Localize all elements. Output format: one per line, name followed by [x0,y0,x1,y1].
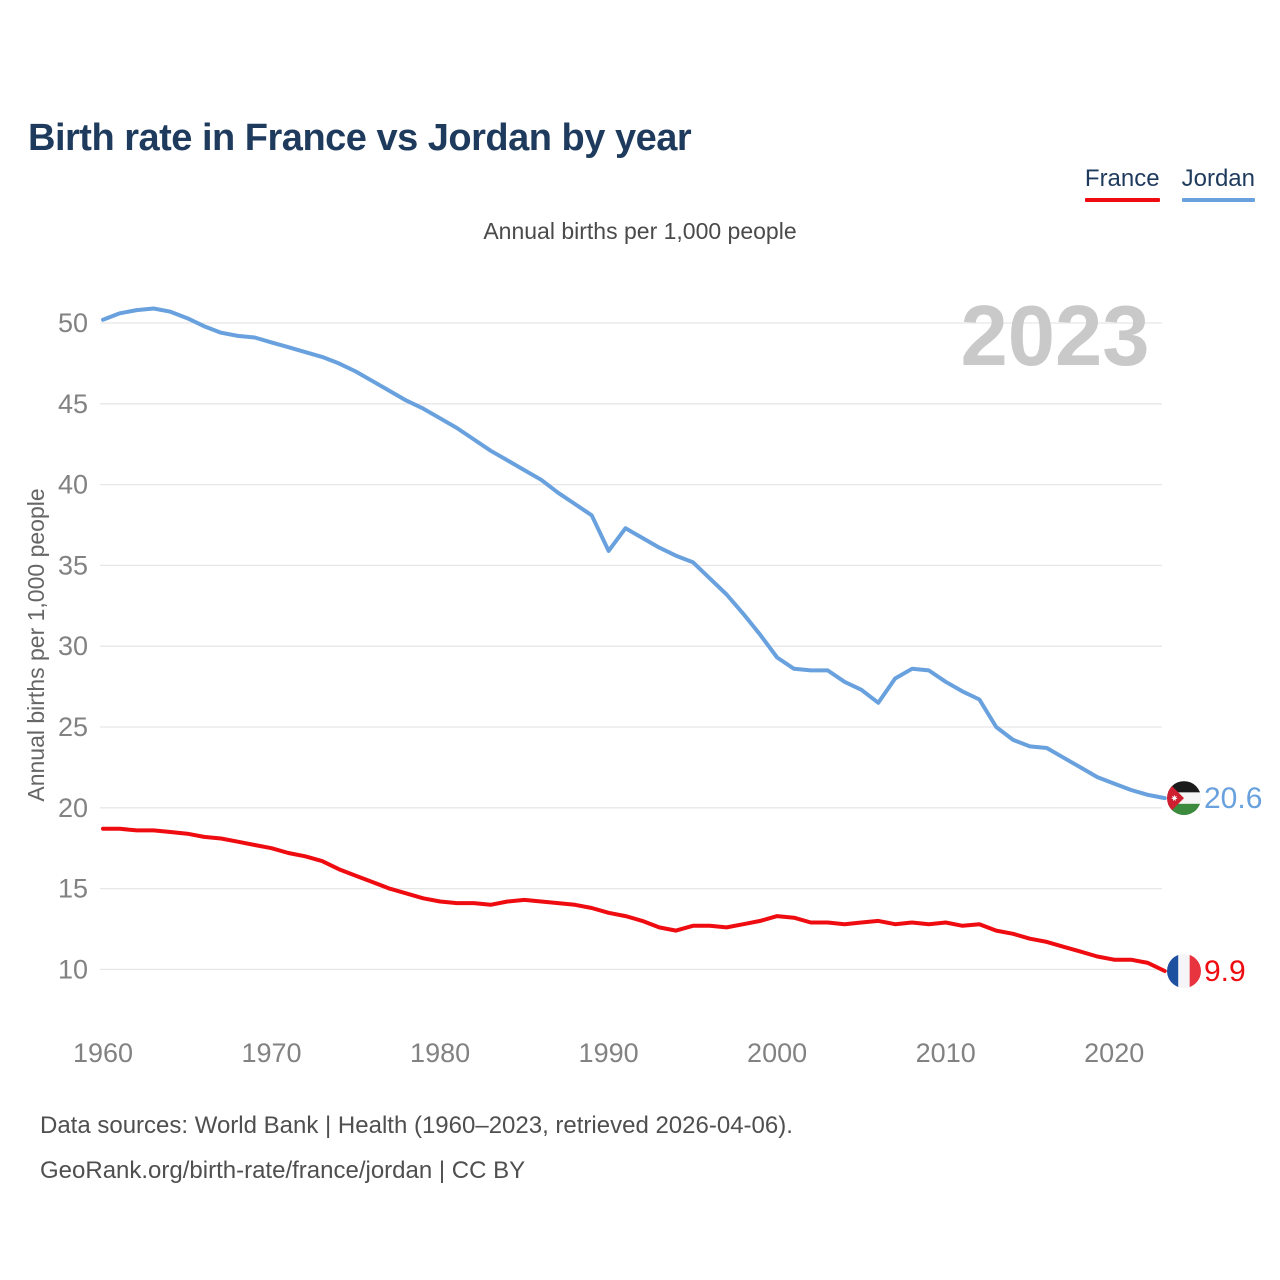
footer-sources: Data sources: World Bank | Health (1960–… [40,1112,793,1139]
x-tick-label-1970: 1970 [241,1038,301,1068]
legend-swatch-jordan [1181,198,1255,202]
y-axis-ticks: 10 15 20 25 30 35 40 45 50 [58,308,88,984]
series-line-france[interactable] [101,826,1167,973]
gridlines [100,322,1162,971]
y-tick-label-45: 45 [58,389,88,419]
x-axis-ticks: 1960 1970 1980 1990 2000 2010 2020 [73,1038,1144,1068]
legend-item-france[interactable]: France [1084,165,1160,202]
series-line-jordan[interactable] [101,306,1167,801]
y-tick-label-15: 15 [58,874,88,904]
y-tick-label-35: 35 [58,550,88,580]
france-flag-icon [1167,954,1201,988]
y-tick-label-50: 50 [58,308,88,338]
jordan-flag-icon [1167,781,1201,816]
chart-subtitle: Annual births per 1,000 people [483,218,797,244]
y-tick-label-25: 25 [58,712,88,742]
y-tick-label-20: 20 [58,793,88,823]
year-watermark: 2023 [960,289,1149,384]
legend: France Jordan [1084,165,1255,202]
series-lines [101,306,1167,973]
legend-item-jordan[interactable]: Jordan [1181,165,1255,202]
x-tick-label-2010: 2010 [916,1038,976,1068]
x-tick-label-1960: 1960 [73,1038,133,1068]
footer-attribution: GeoRank.org/birth-rate/france/jordan | C… [40,1157,526,1184]
x-tick-label-2020: 2020 [1084,1038,1144,1068]
y-axis-title: Annual births per 1,000 people [23,488,49,801]
legend-label-jordan: Jordan [1181,165,1255,192]
y-tick-label-30: 30 [58,631,88,661]
y-tick-label-40: 40 [58,470,88,500]
x-tick-label-1990: 1990 [579,1038,639,1068]
x-tick-label-2000: 2000 [747,1038,807,1068]
legend-label-france: France [1084,165,1160,192]
birth-rate-line-chart: 10 15 20 25 30 35 40 45 50 1960 1970 1980 1990 2000 20… [23,289,1262,1068]
footer: Data sources: World Bank | Health (1960–… [40,1103,793,1193]
legend-swatch-france [1084,198,1160,202]
y-tick-label-10: 10 [58,954,88,984]
end-value-label-jordan: 20.6 [1204,782,1262,815]
page-title: Birth rate in France vs Jordan by year [28,117,692,160]
end-value-label-france: 9.9 [1204,955,1246,988]
x-tick-label-1980: 1980 [410,1038,470,1068]
